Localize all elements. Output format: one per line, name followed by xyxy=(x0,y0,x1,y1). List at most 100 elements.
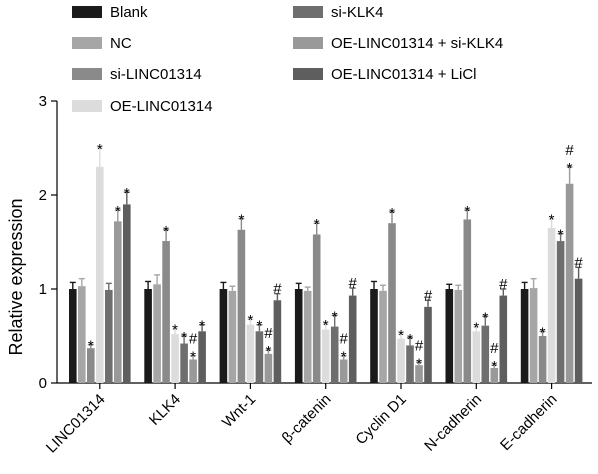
legend-item: OE-LINC01314 + si-KLK4 xyxy=(293,33,503,53)
legend-swatch xyxy=(72,6,102,18)
legend-label: OE-LINC01314 xyxy=(110,97,213,115)
significance-star: * xyxy=(558,227,564,244)
bar xyxy=(303,290,312,383)
x-category-label: Wnt-1 xyxy=(219,391,259,431)
bar xyxy=(96,166,104,383)
bar xyxy=(565,183,574,383)
legend-swatch xyxy=(293,68,323,80)
bar xyxy=(114,221,122,383)
legend-label: si-LINC01314 xyxy=(110,65,202,83)
y-tick-label: 0 xyxy=(39,375,47,392)
bar xyxy=(379,290,387,383)
x-category-label: LINC01314 xyxy=(43,391,109,457)
bar xyxy=(144,289,152,383)
bar xyxy=(370,289,378,383)
significance-star: * xyxy=(549,212,555,229)
bar xyxy=(171,334,179,383)
significance-star: * xyxy=(88,337,94,354)
significance-star: * xyxy=(124,185,130,202)
bar xyxy=(69,289,77,383)
significance-hash: # xyxy=(264,325,273,342)
significance-star: * xyxy=(97,141,103,158)
bar xyxy=(255,331,264,383)
significance-hash: # xyxy=(574,254,583,271)
legend-label: OE-LINC01314 + LiCl xyxy=(331,65,477,83)
significance-star: * xyxy=(314,216,320,233)
significance-star: * xyxy=(238,212,244,229)
bar xyxy=(123,204,131,383)
x-category-label: Cyclin D1 xyxy=(352,391,409,448)
bar xyxy=(547,227,556,383)
bar xyxy=(264,353,273,383)
legend-swatch xyxy=(72,68,102,80)
bar xyxy=(574,278,583,383)
bar xyxy=(520,289,529,383)
significance-star: * xyxy=(389,205,395,222)
bar xyxy=(330,326,339,383)
significance-star: * xyxy=(115,203,121,220)
bar xyxy=(445,289,454,383)
bar xyxy=(198,331,206,383)
bar xyxy=(481,325,490,383)
bar xyxy=(388,223,396,383)
significance-star: * xyxy=(163,223,169,240)
bar xyxy=(348,295,357,383)
y-tick-label: 1 xyxy=(39,281,47,298)
bar xyxy=(153,284,161,383)
significance-hash: # xyxy=(340,331,349,348)
bar xyxy=(78,286,86,383)
bar xyxy=(237,229,246,383)
legend-label: NC xyxy=(110,34,132,52)
bar xyxy=(339,359,348,383)
y-axis-title: Relative expression xyxy=(6,198,26,355)
significance-star: * xyxy=(181,329,187,346)
significance-star: * xyxy=(199,318,205,335)
bar xyxy=(180,343,188,383)
significance-hash: # xyxy=(565,142,574,159)
legend-swatch xyxy=(293,6,323,18)
legend-swatch xyxy=(72,37,102,49)
significance-star: * xyxy=(332,308,338,325)
bar xyxy=(424,306,432,383)
bar xyxy=(105,289,113,383)
y-tick-label: 3 xyxy=(39,93,47,110)
significance-star: * xyxy=(482,309,488,326)
x-category-label: E-cadherin xyxy=(497,391,560,454)
significance-star: * xyxy=(265,343,271,360)
x-category-label: N-cadherin xyxy=(421,391,485,455)
legend-label: OE-LINC01314 + si-KLK4 xyxy=(331,34,504,52)
bar xyxy=(294,289,303,383)
bar xyxy=(162,241,170,383)
bar xyxy=(228,290,237,383)
bar xyxy=(472,331,481,383)
significance-star: * xyxy=(247,312,253,329)
bar xyxy=(273,300,282,383)
legend-item: si-LINC01314 xyxy=(72,64,202,84)
bar xyxy=(454,289,463,383)
legend-item: NC xyxy=(72,33,132,53)
bar xyxy=(538,336,547,383)
significance-star: * xyxy=(473,320,479,337)
bar xyxy=(87,348,95,383)
bar xyxy=(556,241,565,383)
bar xyxy=(463,219,472,383)
significance-hash: # xyxy=(499,276,508,293)
significance-star: * xyxy=(407,331,413,348)
y-tick-label: 2 xyxy=(39,187,47,204)
bar xyxy=(529,288,538,383)
bar xyxy=(415,365,423,383)
legend-item: OE-LINC01314 + LiCl xyxy=(293,64,477,84)
significance-star: * xyxy=(256,318,262,335)
bar xyxy=(219,289,228,383)
significance-hash: # xyxy=(189,331,198,348)
significance-star: * xyxy=(464,203,470,220)
legend-swatch xyxy=(72,100,102,112)
bar xyxy=(246,324,255,383)
significance-star: * xyxy=(172,321,178,338)
legend-swatch xyxy=(293,37,323,49)
bar xyxy=(189,359,197,383)
legend-label: si-KLK4 xyxy=(331,3,384,21)
x-category-label: β-catenin xyxy=(279,391,335,447)
significance-star: * xyxy=(323,317,329,334)
legend-item: si-KLK4 xyxy=(293,2,384,22)
